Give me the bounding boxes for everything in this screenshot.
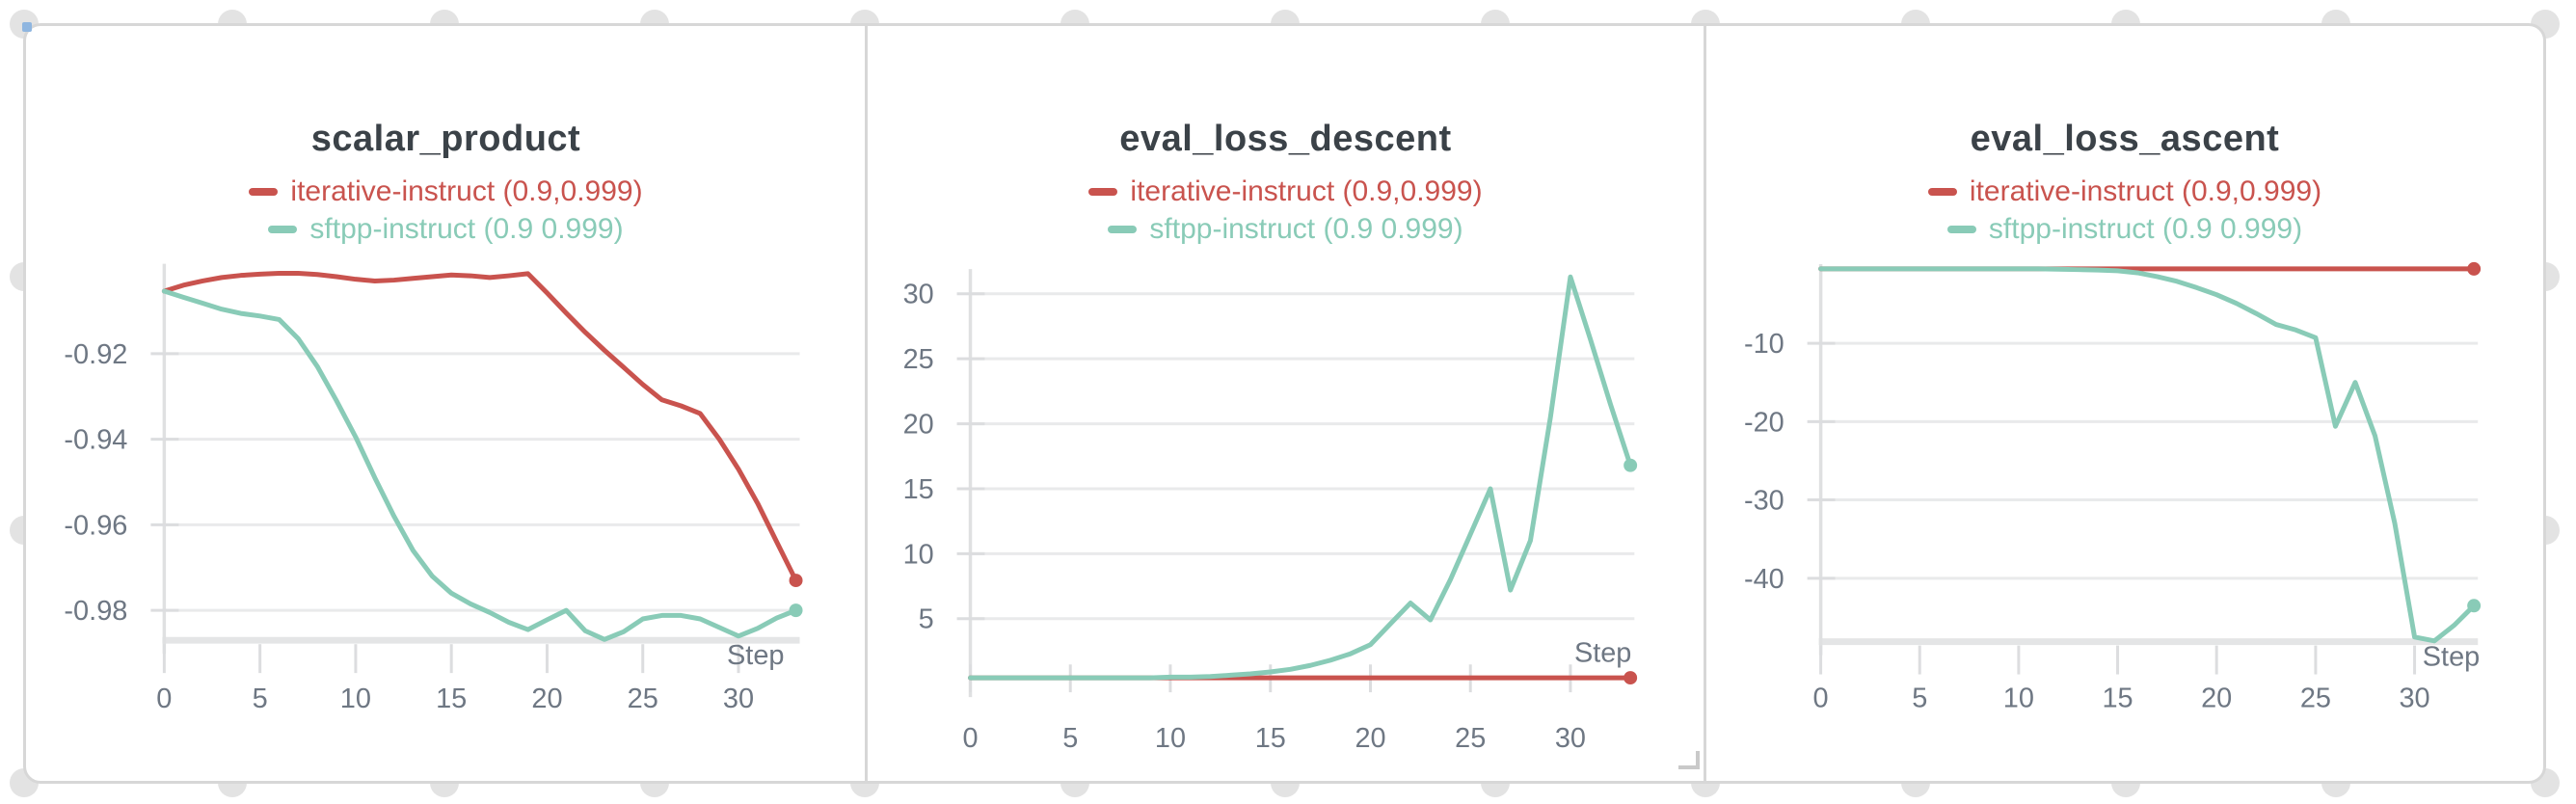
y-tick-label: 10 <box>903 539 934 570</box>
series-end-dot <box>1623 458 1638 472</box>
series-line <box>161 270 799 583</box>
x-tick-label: 25 <box>628 683 658 714</box>
x-tick-label: 30 <box>1555 723 1586 754</box>
panel-eval-loss-ascent[interactable]: -10 -20 -30 -40 0 5 10 15 20 25 30 Step eval_loss_a… <box>1704 26 2543 781</box>
series-end-dot <box>789 574 803 588</box>
legend-item-sftpp-instruct: sftpp-instruct (0.9 0.999) <box>1706 210 2543 248</box>
legend-label: iterative-instruct (0.9,0.999) <box>1130 174 1483 207</box>
y-tick-label: 15 <box>903 474 934 505</box>
y-tick-label: -0.94 <box>64 425 127 456</box>
chart-title: eval_loss_descent <box>1119 119 1452 159</box>
legend: iterative-instruct (0.9,0.999) sftpp-ins… <box>26 173 866 248</box>
x-tick-label: 25 <box>1455 723 1486 754</box>
legend-item-sftpp-instruct: sftpp-instruct (0.9 0.999) <box>26 210 866 248</box>
legend: iterative-instruct (0.9,0.999) sftpp-ins… <box>1706 173 2543 248</box>
y-tick-label: -40 <box>1744 564 1784 595</box>
plot-area-scalar-product[interactable]: -0.92 -0.94 -0.96 -0.98 0 5 10 15 20 25 30 Step <box>26 26 866 781</box>
x-tick-label: 25 <box>2300 683 2331 713</box>
series-end-dot <box>1623 671 1638 685</box>
legend-label: iterative-instruct (0.9,0.999) <box>290 174 643 207</box>
y-tick-label: -30 <box>1744 486 1784 517</box>
x-tick-label: 0 <box>1813 683 1829 713</box>
grid-corner-drag-handle[interactable] <box>22 22 32 32</box>
y-tick-label: 5 <box>919 604 934 635</box>
panel-resize-handle[interactable] <box>1678 751 1700 769</box>
legend-label: sftpp-instruct (0.9 0.999) <box>1988 212 2303 245</box>
panel-eval-loss-descent[interactable]: 5 10 15 20 25 30 0 5 10 15 20 25 30 Step eval_loss_de… <box>865 26 1704 781</box>
legend-item-iterative-instruct: iterative-instruct (0.9,0.999) <box>26 173 866 210</box>
x-tick-label: 0 <box>156 683 172 714</box>
y-tick-label: 30 <box>903 280 934 310</box>
legend-dash-icon <box>268 225 298 233</box>
plot-area-eval-loss-ascent[interactable]: -10 -20 -30 -40 0 5 10 15 20 25 30 Step <box>1706 26 2543 781</box>
x-tick-label: 15 <box>1255 723 1286 754</box>
y-tick-label: -20 <box>1744 407 1784 438</box>
x-tick-label: 5 <box>1912 683 1927 713</box>
x-axis-label: Step <box>2423 642 2480 673</box>
x-tick-label: 15 <box>2102 683 2133 713</box>
series-line <box>161 288 799 642</box>
x-tick-label: 10 <box>340 683 371 714</box>
legend: iterative-instruct (0.9,0.999) sftpp-ins… <box>868 173 1704 248</box>
y-tick-label: -0.96 <box>64 510 127 541</box>
legend-dash-icon <box>1946 225 1976 233</box>
x-tick-label: 5 <box>253 683 268 714</box>
series-line <box>968 274 1633 681</box>
x-tick-label: 30 <box>723 683 754 714</box>
x-axis-label: Step <box>727 640 785 671</box>
y-tick-label: 25 <box>903 344 934 375</box>
legend-item-iterative-instruct: iterative-instruct (0.9,0.999) <box>868 173 1704 210</box>
legend-item-sftpp-instruct: sftpp-instruct (0.9 0.999) <box>868 210 1704 248</box>
x-tick-label: 30 <box>2399 683 2429 713</box>
series-end-dot <box>2467 599 2482 613</box>
y-tick-label: -0.92 <box>64 339 127 370</box>
panel-row: -0.92 -0.94 -0.96 -0.98 0 5 10 15 20 25 30 Step sca… <box>23 23 2546 784</box>
legend-label: sftpp-instruct (0.9 0.999) <box>1149 212 1463 245</box>
x-tick-label: 20 <box>1355 723 1385 754</box>
plot-area-eval-loss-descent[interactable]: 5 10 15 20 25 30 0 5 10 15 20 25 30 Step <box>868 26 1704 781</box>
series-end-dot <box>2467 261 2482 276</box>
series-line <box>1818 266 2477 644</box>
x-tick-label: 20 <box>531 683 562 714</box>
legend-dash-icon <box>249 187 279 196</box>
chart-title: scalar_product <box>310 119 581 159</box>
series-end-dot <box>789 603 803 618</box>
x-tick-label: 0 <box>962 723 978 754</box>
legend-dash-icon <box>1108 225 1138 233</box>
y-tick-label: -0.98 <box>64 596 127 627</box>
legend-dash-icon <box>1927 187 1957 196</box>
chart-title: eval_loss_ascent <box>1970 119 2280 159</box>
x-tick-label: 10 <box>1155 723 1186 754</box>
x-tick-label: 20 <box>2201 683 2232 713</box>
legend-label: sftpp-instruct (0.9 0.999) <box>309 212 624 245</box>
x-tick-label: 15 <box>436 683 467 714</box>
legend-item-iterative-instruct: iterative-instruct (0.9,0.999) <box>1706 173 2543 210</box>
x-tick-label: 5 <box>1062 723 1078 754</box>
legend-label: iterative-instruct (0.9,0.999) <box>1969 174 2322 207</box>
legend-dash-icon <box>1088 187 1118 196</box>
y-tick-label: -10 <box>1744 329 1784 360</box>
y-tick-label: 20 <box>903 410 934 441</box>
x-tick-label: 10 <box>2003 683 2034 713</box>
x-axis-label: Step <box>1574 637 1631 668</box>
panel-scalar-product[interactable]: -0.92 -0.94 -0.96 -0.98 0 5 10 15 20 25 30 Step sca… <box>26 26 866 781</box>
